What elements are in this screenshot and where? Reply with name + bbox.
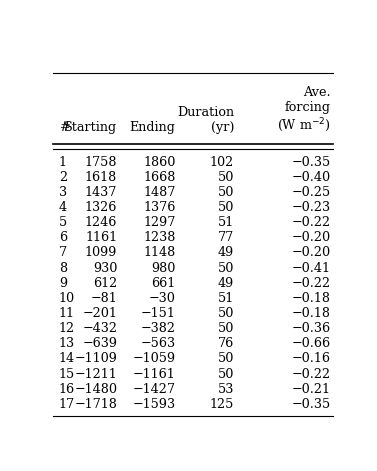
Text: 50: 50: [218, 171, 234, 184]
Text: 1099: 1099: [85, 246, 117, 260]
Text: 1758: 1758: [85, 155, 117, 169]
Text: −1059: −1059: [133, 352, 176, 365]
Text: 1437: 1437: [85, 186, 117, 199]
Text: −1427: −1427: [133, 383, 176, 396]
Text: 1: 1: [59, 155, 67, 169]
Text: 12: 12: [59, 322, 75, 335]
Text: 612: 612: [93, 276, 117, 290]
Text: 1238: 1238: [143, 231, 176, 244]
Text: −1109: −1109: [74, 352, 117, 365]
Text: −1593: −1593: [133, 398, 176, 411]
Text: 5: 5: [59, 216, 67, 229]
Text: −0.66: −0.66: [291, 337, 331, 350]
Text: 10: 10: [59, 292, 75, 305]
Text: 50: 50: [218, 322, 234, 335]
Text: −0.23: −0.23: [291, 201, 331, 214]
Text: 51: 51: [218, 216, 234, 229]
Text: Ending: Ending: [130, 122, 176, 135]
Text: 1161: 1161: [85, 231, 117, 244]
Text: 17: 17: [59, 398, 75, 411]
Text: −0.35: −0.35: [291, 155, 331, 169]
Text: −0.22: −0.22: [291, 216, 331, 229]
Text: −0.18: −0.18: [291, 292, 331, 305]
Text: Duration
(yr): Duration (yr): [177, 106, 234, 135]
Text: 50: 50: [218, 201, 234, 214]
Text: 11: 11: [59, 307, 75, 320]
Text: 13: 13: [59, 337, 75, 350]
Text: 1376: 1376: [143, 201, 176, 214]
Text: −0.20: −0.20: [291, 231, 331, 244]
Text: 16: 16: [59, 383, 75, 396]
Text: −0.40: −0.40: [291, 171, 331, 184]
Text: 1860: 1860: [143, 155, 176, 169]
Text: −0.22: −0.22: [291, 276, 331, 290]
Text: −0.41: −0.41: [291, 261, 331, 275]
Text: 14: 14: [59, 352, 75, 365]
Text: −81: −81: [90, 292, 117, 305]
Text: −0.20: −0.20: [291, 246, 331, 260]
Text: Starting: Starting: [64, 122, 117, 135]
Text: 53: 53: [218, 383, 234, 396]
Text: −382: −382: [141, 322, 176, 335]
Text: 1297: 1297: [143, 216, 176, 229]
Text: −639: −639: [82, 337, 117, 350]
Text: 50: 50: [218, 352, 234, 365]
Text: 9: 9: [59, 276, 67, 290]
Text: 49: 49: [218, 246, 234, 260]
Text: 7: 7: [59, 246, 67, 260]
Text: −432: −432: [82, 322, 117, 335]
Text: 50: 50: [218, 186, 234, 199]
Text: −0.16: −0.16: [291, 352, 331, 365]
Text: 6: 6: [59, 231, 67, 244]
Text: 50: 50: [218, 307, 234, 320]
Text: 50: 50: [218, 261, 234, 275]
Text: −1480: −1480: [74, 383, 117, 396]
Text: 1326: 1326: [85, 201, 117, 214]
Text: 1487: 1487: [143, 186, 176, 199]
Text: −0.22: −0.22: [291, 367, 331, 381]
Text: 8: 8: [59, 261, 67, 275]
Text: 1618: 1618: [85, 171, 117, 184]
Text: 1148: 1148: [143, 246, 176, 260]
Text: Ave.
forcing
(W m$^{-2}$): Ave. forcing (W m$^{-2}$): [277, 86, 331, 135]
Text: 1668: 1668: [143, 171, 176, 184]
Text: −1718: −1718: [74, 398, 117, 411]
Text: −0.21: −0.21: [291, 383, 331, 396]
Text: 980: 980: [151, 261, 176, 275]
Text: −0.25: −0.25: [291, 186, 331, 199]
Text: #: #: [59, 122, 69, 135]
Text: 930: 930: [93, 261, 117, 275]
Text: −201: −201: [82, 307, 117, 320]
Text: −563: −563: [141, 337, 176, 350]
Text: 1246: 1246: [85, 216, 117, 229]
Text: −0.35: −0.35: [291, 398, 331, 411]
Text: 3: 3: [59, 186, 67, 199]
Text: 2: 2: [59, 171, 67, 184]
Text: 4: 4: [59, 201, 67, 214]
Text: 50: 50: [218, 367, 234, 381]
Text: 49: 49: [218, 276, 234, 290]
Text: 102: 102: [210, 155, 234, 169]
Text: 15: 15: [59, 367, 75, 381]
Text: −151: −151: [141, 307, 176, 320]
Text: −0.36: −0.36: [291, 322, 331, 335]
Text: 51: 51: [218, 292, 234, 305]
Text: −30: −30: [149, 292, 176, 305]
Text: 76: 76: [218, 337, 234, 350]
Text: −1161: −1161: [133, 367, 176, 381]
Text: 77: 77: [218, 231, 234, 244]
Text: 661: 661: [152, 276, 176, 290]
Text: −1211: −1211: [75, 367, 117, 381]
Text: −0.18: −0.18: [291, 307, 331, 320]
Text: 125: 125: [210, 398, 234, 411]
